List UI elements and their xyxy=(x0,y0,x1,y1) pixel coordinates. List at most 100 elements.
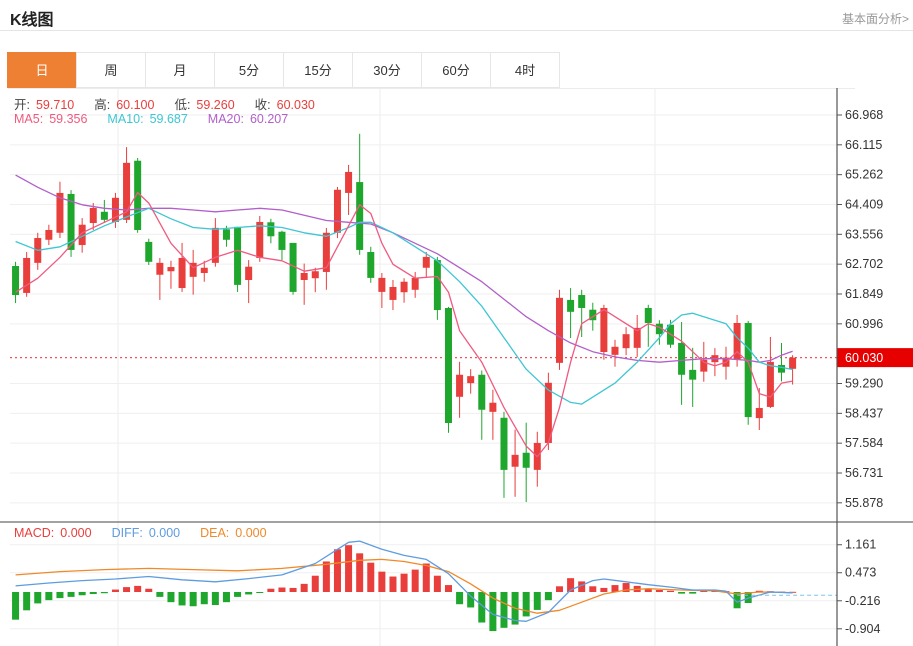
legend-value: 0.000 xyxy=(235,526,267,540)
macd-bar-down xyxy=(522,592,530,617)
macd-bar-down xyxy=(245,592,253,595)
macd-bar-down xyxy=(189,592,197,607)
macd-bar-up xyxy=(300,583,308,592)
legend-label: DEA: xyxy=(200,526,230,540)
candle-down xyxy=(289,242,297,292)
kline-chart: 66.968 66.115 65.262 64.409 63.556 62.702 61.8… xyxy=(0,88,913,646)
tab-30分[interactable]: 30分 xyxy=(352,52,422,88)
candle-up xyxy=(622,334,630,349)
candle-down xyxy=(278,231,286,250)
candle-up xyxy=(467,376,475,384)
macd-bar-down xyxy=(256,592,264,593)
candle-up xyxy=(611,346,619,355)
candle-down xyxy=(367,252,375,278)
page-title: K线图 xyxy=(10,12,54,29)
macd-bar-up xyxy=(356,553,364,592)
macd-bar-up xyxy=(555,586,563,592)
candle-down xyxy=(777,364,785,373)
chart-canvas: 66.968 66.115 65.262 64.409 63.556 62.702 61.8… xyxy=(0,88,913,646)
legend-value: 59.356 xyxy=(49,112,88,126)
candle-up xyxy=(511,454,519,467)
candle-up xyxy=(489,402,497,412)
legend-value: 0.000 xyxy=(148,526,181,540)
macd-bar-down xyxy=(678,592,686,594)
candle-up xyxy=(411,277,419,290)
tab-bar: 日周月 5分 15分 30分 60分 4时 xyxy=(7,52,560,88)
macd-bar-down xyxy=(89,592,97,595)
macd-bar-up xyxy=(611,585,619,592)
tab-日[interactable]: 日 xyxy=(7,52,77,88)
macd-bar-down xyxy=(34,592,42,604)
macd-bar-up xyxy=(345,545,353,592)
candle-up xyxy=(755,407,763,419)
candle-up xyxy=(167,267,175,272)
ma-lines xyxy=(15,174,793,458)
macd-bar-down xyxy=(56,592,64,599)
macd-bar-up xyxy=(367,562,375,592)
fundamental-analysis-link[interactable]: 基本面分析> xyxy=(841,12,909,26)
macd-bar-up xyxy=(278,587,286,592)
tab-4时[interactable]: 4时 xyxy=(490,52,560,88)
candle-up xyxy=(156,262,164,275)
ma10-line xyxy=(15,207,793,405)
candle-down xyxy=(145,241,153,262)
candle-up xyxy=(245,266,253,280)
tab-60分[interactable]: 60分 xyxy=(421,52,491,88)
macd-bar-up xyxy=(267,588,275,592)
legend-value: 60.030 xyxy=(276,98,315,112)
legend-value: 59.710 xyxy=(35,98,75,112)
legend-label: MA5: xyxy=(14,112,44,126)
macd-bar-up xyxy=(589,586,597,592)
macd-row: MACD: 0.000 DIFF: 0.000 DEA: 0.000 xyxy=(14,526,287,540)
tab-15分[interactable]: 15分 xyxy=(283,52,353,88)
candle-down xyxy=(744,323,752,418)
macd-bar-up xyxy=(567,578,575,592)
candle-up xyxy=(633,327,641,348)
macd-bar-up xyxy=(666,590,674,592)
price-tick-label: 63.556 xyxy=(845,227,883,241)
macd-bar-down xyxy=(178,592,186,606)
tab-月[interactable]: 月 xyxy=(145,52,215,88)
macd-tick-label: 1.161 xyxy=(845,538,876,552)
candle-up xyxy=(389,286,397,300)
price-tick-label: 62.702 xyxy=(845,257,883,271)
legend-value: 0.000 xyxy=(60,526,92,540)
price-tick-label: 58.437 xyxy=(845,406,883,420)
tab-周[interactable]: 周 xyxy=(76,52,146,88)
macd-bar-down xyxy=(23,592,31,611)
candle-up xyxy=(189,262,197,277)
macd-bar-up xyxy=(322,561,330,592)
legend-label: MACD: xyxy=(14,526,55,540)
macd-bar-down xyxy=(200,592,208,605)
macd-bar-down xyxy=(500,592,508,628)
ohlc-row: 开: 59.710 高: 60.100 低: 59.260 收: 60.030 xyxy=(14,94,335,113)
candle-up xyxy=(123,162,131,220)
candle-down xyxy=(578,295,586,308)
candle-down xyxy=(222,229,230,240)
candle-down xyxy=(12,266,20,296)
candle-up xyxy=(378,277,386,292)
ma-row: MA5: 59.356 MA10: 59.687 MA20: 60.207 xyxy=(14,112,308,126)
price-tick-label: 66.115 xyxy=(845,138,882,152)
macd-bar-up xyxy=(411,569,419,592)
legend-value: 60.100 xyxy=(116,98,155,112)
macd-bar-down xyxy=(467,592,475,608)
macd-bar-up xyxy=(389,576,397,592)
candle-up xyxy=(456,374,464,397)
legend-value: 60.207 xyxy=(249,112,289,126)
macd-tick-label: -0.904 xyxy=(845,622,880,636)
legend-label: MA10: xyxy=(107,112,144,126)
candle-up xyxy=(311,271,319,279)
candle-up xyxy=(345,171,353,193)
candle-up xyxy=(600,307,608,353)
tab-5分[interactable]: 5分 xyxy=(214,52,284,88)
macd-bar-up xyxy=(145,588,153,592)
candle-up xyxy=(422,256,430,268)
price-tick-label: 55.878 xyxy=(845,496,883,510)
macd-bar-down xyxy=(67,592,75,597)
legend-label: MA20: xyxy=(207,112,244,126)
price-tick-label: 61.849 xyxy=(845,287,883,301)
candle-down xyxy=(644,307,652,324)
macd-tick-label: 0.473 xyxy=(845,566,876,580)
